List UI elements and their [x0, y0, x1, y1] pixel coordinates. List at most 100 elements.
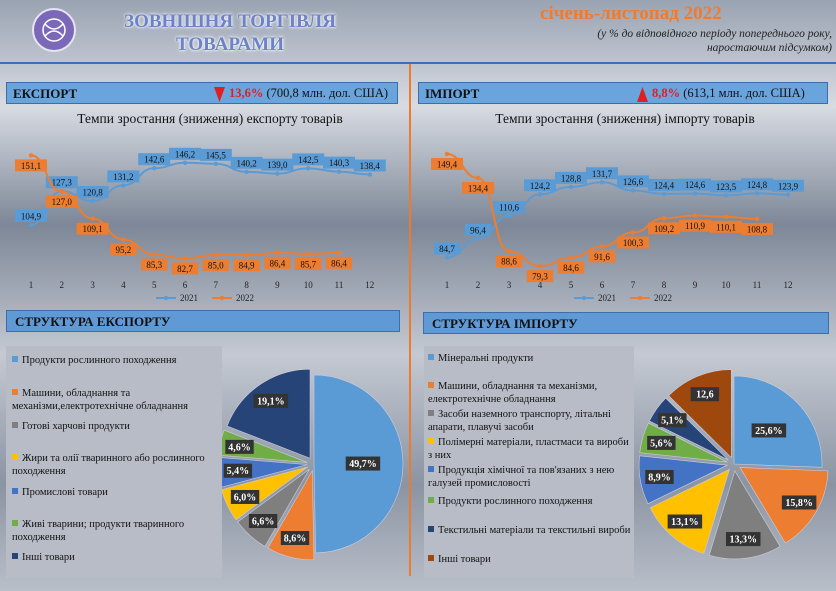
export-data-label: 95,2 [116, 245, 132, 255]
export-data-label-bg [202, 258, 229, 271]
import-legend-marker [581, 295, 587, 301]
import-x-tick: 2 [476, 280, 481, 290]
export-slice-label-bg [230, 489, 260, 504]
export-x-tick: 8 [244, 280, 249, 290]
import-legend-item: Машини, обладнання та механізми, електро… [428, 380, 632, 406]
import-point-2022 [475, 175, 481, 181]
import-data-label-bg [493, 201, 525, 214]
import-legend-label: 2022 [654, 293, 672, 303]
import-legend-item: Продукти рослинного походження [428, 495, 632, 508]
export-legend-swatch [12, 520, 18, 526]
import-data-label: 110,6 [499, 203, 519, 213]
export-point-2022 [90, 216, 95, 221]
import-data-label: 134,4 [468, 183, 489, 193]
export-data-label: 109,1 [82, 224, 102, 234]
export-slice [222, 466, 308, 521]
export-legend-item: Жири та олії тваринного або рослинного п… [12, 452, 220, 478]
import-legend-swatch [428, 555, 434, 561]
export-x-tick: 2 [60, 280, 65, 290]
arrow-up-icon [637, 86, 648, 102]
export-slice-label: 5,4% [227, 466, 250, 477]
import-data-label: 124,8 [747, 180, 768, 190]
export-slice [222, 429, 308, 463]
import-point-2022 [537, 263, 543, 269]
export-data-label: 146,2 [175, 149, 195, 159]
import-data-label: 126,6 [623, 177, 644, 187]
import-data-label-bg [462, 181, 494, 194]
export-data-label: 127,3 [52, 178, 73, 188]
import-data-label-bg [648, 178, 680, 191]
export-x-tick: 7 [214, 280, 219, 290]
export-data-label: 85,3 [146, 260, 162, 270]
import-data-label: 88,6 [501, 257, 517, 267]
export-slice-label-bg [223, 463, 253, 478]
import-legend-swatch [428, 382, 434, 388]
import-point-2022 [568, 255, 574, 260]
import-data-label: 131,7 [592, 169, 613, 179]
import-legend-label: Полімерні матеріали, пластмаси та вироби… [428, 437, 629, 461]
export-slice-label: 19,1% [257, 396, 285, 407]
export-x-tick: 11 [335, 280, 344, 290]
export-data-label: 104,9 [21, 211, 42, 221]
import-legend-swatch [428, 526, 434, 532]
import-point-2022 [506, 249, 512, 254]
import-point-2021 [630, 188, 636, 193]
import-point-2021 [692, 191, 698, 196]
export-point-2022 [336, 250, 342, 256]
import-slice-label: 13,1% [671, 517, 699, 528]
import-data-label-bg [772, 179, 804, 192]
import-data-label-bg [495, 255, 523, 268]
export-point-2022 [275, 250, 280, 256]
export-point-2022 [28, 153, 34, 158]
export-point-2022 [182, 256, 188, 261]
export-slice [226, 368, 311, 459]
import-data-label-bg [648, 222, 680, 235]
import-point-2022 [444, 151, 450, 157]
import-point-2021 [723, 193, 729, 198]
import-slice [649, 468, 730, 554]
export-legend-label: Живі тварини; продукти тваринного походж… [12, 519, 185, 543]
export-data-label: 85,0 [208, 260, 224, 270]
export-legend-item: Інші товари [12, 551, 220, 564]
import-slice-label-bg [751, 423, 787, 438]
export-legend-item: Готові харчові продукти [12, 420, 220, 433]
export-legend-panel [6, 346, 222, 578]
export-legend-label: 2022 [236, 293, 254, 303]
export-legend-item: Живі тварини; продукти тваринного походж… [12, 518, 220, 544]
export-label: ЕКСПОРТ [13, 86, 78, 101]
export-x-tick: 5 [152, 280, 157, 290]
export-data-label-bg [110, 243, 137, 256]
import-legend-swatch [428, 438, 434, 444]
export-legend-marker [219, 295, 225, 301]
import-x-tick: 6 [600, 280, 605, 290]
import-x-tick: 11 [753, 280, 762, 290]
import-legend-label: 2021 [598, 293, 616, 303]
import-legend-panel [424, 346, 634, 578]
import-x-tick: 4 [538, 280, 543, 290]
export-line-chart: 1 2 3 4 5 6 7 8 9 10 11 12104,9127,3120,8131,2142,6… [15, 147, 386, 303]
import-slice-label-bg [645, 470, 674, 485]
import-legend-swatch [428, 497, 434, 503]
export-point-2021 [306, 166, 311, 171]
export-slice-label-bg [225, 439, 254, 454]
import-data-label-bg [741, 222, 773, 235]
import-data-label-bg [557, 261, 585, 274]
export-data-label-bg [169, 147, 201, 160]
export-data-label: 84,9 [239, 261, 255, 271]
import-x-tick: 1 [445, 280, 450, 290]
import-slice-label: 5,6% [650, 438, 673, 449]
export-slice-label: 4,6% [228, 442, 251, 453]
title-line-1: ЗОВНІШНЯ ТОРГІВЛЯ [124, 11, 336, 32]
import-data-label-bg [431, 157, 463, 170]
export-legend-item: Машини, обладнання та механізми,електрот… [12, 387, 220, 413]
export-data-label: 142,6 [144, 155, 165, 165]
export-legend-item: Продукти рослинного походження [12, 354, 220, 367]
import-point-2021 [568, 184, 574, 190]
units-note: (у % до відповідного періоду попередньог… [597, 28, 832, 54]
import-data-label-bg [464, 223, 492, 236]
export-data-label: 82,7 [177, 264, 193, 274]
export-x-tick: 9 [275, 280, 280, 290]
import-label: ІМПОРТ [425, 86, 480, 101]
export-legend-label: Інші товари [22, 552, 75, 563]
export-data-label-bg [323, 156, 355, 169]
